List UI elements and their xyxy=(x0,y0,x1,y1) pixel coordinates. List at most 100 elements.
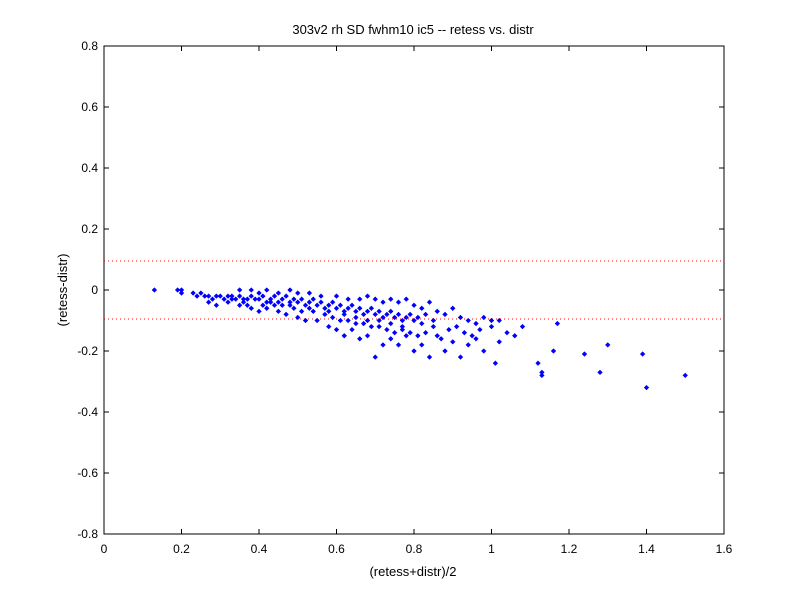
data-point xyxy=(364,293,371,299)
data-point xyxy=(225,293,231,299)
data-point xyxy=(333,305,340,312)
data-point xyxy=(442,348,448,354)
data-point xyxy=(387,336,394,342)
data-point xyxy=(333,293,340,299)
data-point xyxy=(422,329,429,336)
data-point xyxy=(275,290,282,296)
data-point xyxy=(380,299,386,305)
data-point xyxy=(291,305,297,312)
data-point xyxy=(283,293,289,299)
data-point xyxy=(236,287,243,293)
data-point xyxy=(353,314,359,321)
data-point xyxy=(221,296,227,302)
data-point xyxy=(403,296,410,302)
data-point xyxy=(457,314,464,321)
data-point xyxy=(302,317,309,324)
data-point xyxy=(372,354,379,360)
data-point xyxy=(550,348,557,354)
data-point xyxy=(391,314,398,321)
data-point xyxy=(407,311,413,318)
data-point xyxy=(384,311,390,318)
data-point xyxy=(465,342,472,348)
data-point xyxy=(356,305,363,312)
data-point xyxy=(244,296,251,302)
data-point xyxy=(453,323,460,330)
data-point xyxy=(260,293,266,299)
data-point xyxy=(248,287,255,293)
data-point xyxy=(194,293,200,299)
data-point xyxy=(399,326,406,333)
data-point xyxy=(279,296,286,302)
data-point xyxy=(480,314,487,321)
data-point xyxy=(554,320,561,327)
data-point xyxy=(364,317,371,324)
data-point xyxy=(418,305,425,312)
y-tick-label: -0.4 xyxy=(77,405,98,419)
data-point xyxy=(236,293,243,299)
data-point xyxy=(643,384,650,391)
data-point xyxy=(256,308,262,315)
y-tick-label: 0 xyxy=(91,283,98,297)
data-point xyxy=(275,299,282,305)
data-point xyxy=(380,342,386,348)
data-point xyxy=(422,311,429,318)
y-tick-label: 0.6 xyxy=(81,100,98,114)
data-point xyxy=(178,287,185,293)
x-axis: 0 0.2 0.4 0.6 0.8 1 1.2 1.4 1.6 xyxy=(101,46,733,556)
data-point xyxy=(364,332,371,339)
data-point xyxy=(511,332,518,339)
data-point xyxy=(275,308,282,315)
data-points xyxy=(151,287,689,391)
data-point xyxy=(535,360,541,366)
data-point xyxy=(387,296,394,302)
data-point xyxy=(461,329,468,336)
data-point xyxy=(539,372,545,379)
data-point xyxy=(252,296,258,302)
x-tick-label: 0.2 xyxy=(173,542,190,556)
data-point xyxy=(395,299,402,305)
data-point xyxy=(298,296,305,302)
data-point xyxy=(380,314,386,321)
data-point xyxy=(283,311,289,318)
data-point xyxy=(457,354,464,360)
data-point xyxy=(174,287,181,293)
y-axis-label: (retess-distr) xyxy=(55,254,70,327)
data-point xyxy=(504,329,510,336)
data-point xyxy=(291,296,297,302)
data-point xyxy=(395,311,402,318)
data-point xyxy=(217,293,224,299)
data-point xyxy=(384,326,390,333)
data-point xyxy=(298,308,305,315)
data-point xyxy=(345,317,351,324)
data-point xyxy=(356,296,363,302)
data-point xyxy=(322,305,328,312)
data-point xyxy=(376,323,382,330)
data-point xyxy=(271,302,278,309)
data-point xyxy=(496,317,503,324)
data-point xyxy=(232,296,239,302)
data-point xyxy=(399,323,406,330)
data-point xyxy=(488,317,495,324)
data-point xyxy=(322,311,328,318)
data-point xyxy=(306,290,313,296)
data-point xyxy=(209,296,216,302)
data-point xyxy=(294,314,301,321)
data-point xyxy=(473,336,479,342)
data-point xyxy=(434,308,441,315)
data-point xyxy=(403,332,410,339)
data-point xyxy=(430,323,437,330)
data-point xyxy=(306,299,313,305)
data-point xyxy=(345,305,351,312)
data-point xyxy=(151,287,158,293)
data-point xyxy=(314,302,320,309)
data-point xyxy=(418,342,425,348)
data-point xyxy=(318,293,324,299)
data-point xyxy=(263,299,270,305)
data-point xyxy=(360,311,367,318)
data-point xyxy=(368,323,375,330)
data-point xyxy=(438,336,444,342)
data-point xyxy=(349,302,355,309)
data-point xyxy=(325,323,332,330)
data-point xyxy=(426,354,433,360)
data-point xyxy=(403,314,410,321)
